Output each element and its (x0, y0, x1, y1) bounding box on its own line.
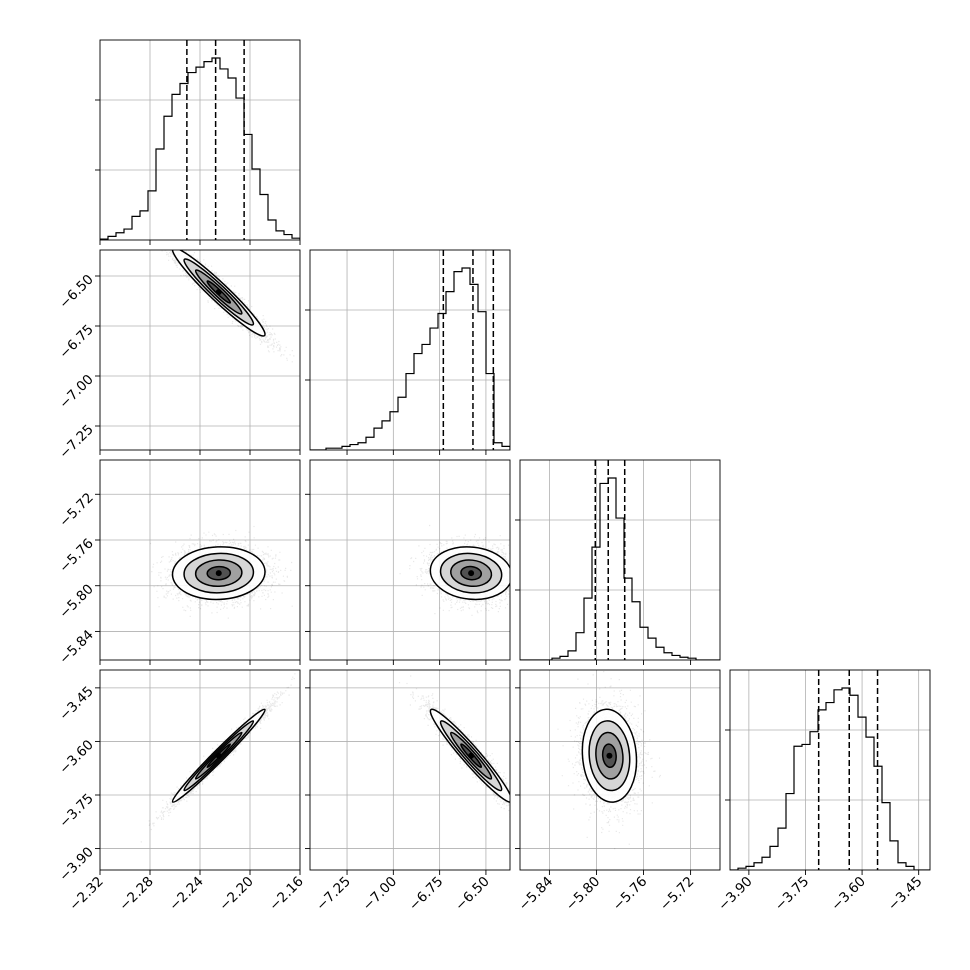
density-peak (215, 289, 222, 295)
x-tick-label: −2.28 (116, 874, 157, 915)
y-tick-label: −7.00 (56, 372, 97, 413)
y-tick-label: −6.75 (56, 322, 97, 363)
y-tick-label: −3.45 (56, 683, 97, 724)
x-tick-label: −3.45 (885, 874, 926, 915)
density-peak (606, 752, 613, 759)
x-tick-label: −3.75 (772, 874, 813, 915)
histogram-panel (520, 460, 720, 660)
scatter-panel (100, 460, 300, 660)
panel-frame (309, 669, 511, 871)
density-peak (468, 752, 475, 759)
y-tick-label: −7.25 (56, 422, 97, 463)
x-tick-label: −3.60 (828, 874, 869, 915)
panel-frame (519, 459, 721, 661)
y-tick-label: −6.50 (56, 272, 97, 313)
x-tick-label: −2.20 (216, 874, 257, 915)
histogram-panel (730, 670, 930, 870)
x-tick-label: −7.25 (313, 874, 354, 915)
density-peak (215, 752, 222, 759)
histogram-panel (310, 250, 510, 450)
x-tick-label: −5.76 (610, 874, 651, 915)
histogram-step (520, 477, 720, 660)
x-tick-label: −5.84 (516, 874, 557, 915)
scatter-panel (520, 670, 720, 870)
panel-frame (729, 669, 931, 871)
y-tick-label: −5.84 (56, 627, 97, 668)
panel-frame (309, 249, 511, 451)
y-tick-label: −5.72 (56, 490, 97, 531)
panel-frame (309, 459, 511, 661)
x-tick-label: −2.24 (166, 874, 207, 915)
x-tick-label: −6.50 (452, 874, 493, 915)
panel-frame (519, 669, 721, 871)
scatter-panel (310, 460, 510, 660)
y-tick-label: −3.75 (56, 791, 97, 832)
x-tick-label: −7.00 (360, 874, 401, 915)
x-tick-label: −5.72 (657, 874, 698, 915)
histogram-step (100, 57, 300, 240)
y-tick-label: −3.60 (56, 737, 97, 778)
y-tick-label: −5.80 (56, 581, 97, 622)
histogram-step (310, 267, 510, 450)
x-tick-label: −2.16 (266, 874, 307, 915)
scatter-panel (310, 670, 510, 870)
scatter-panel (100, 250, 300, 450)
histogram-step (730, 687, 930, 870)
scatter-panel (100, 670, 300, 870)
density-peak (215, 570, 222, 577)
y-tick-label: −5.76 (56, 536, 97, 577)
histogram-panel (100, 40, 300, 240)
x-tick-label: −6.75 (406, 874, 447, 915)
x-tick-label: −3.90 (715, 874, 756, 915)
density-peak (468, 570, 475, 577)
x-tick-label: −5.80 (563, 874, 604, 915)
